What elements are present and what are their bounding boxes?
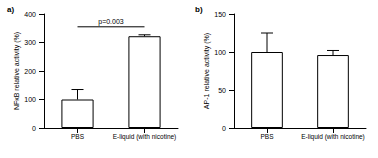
svg-text:b): b): [195, 5, 203, 14]
svg-text:150: 150: [214, 11, 226, 18]
svg-text:E-liquid (with nicotine): E-liquid (with nicotine): [301, 133, 365, 141]
svg-text:PBS: PBS: [260, 133, 274, 140]
svg-text:300: 300: [24, 39, 36, 46]
svg-text:a): a): [7, 5, 14, 14]
svg-text:0: 0: [32, 125, 36, 132]
svg-text:100: 100: [214, 49, 226, 56]
svg-text:NFκB relative activity (%): NFκB relative activity (%): [13, 32, 21, 110]
svg-text:200: 200: [24, 68, 36, 75]
svg-text:50: 50: [218, 87, 226, 94]
svg-text:0: 0: [222, 125, 226, 132]
svg-text:400: 400: [24, 11, 36, 18]
svg-text:PBS: PBS: [71, 133, 85, 140]
svg-text:p=0.003: p=0.003: [98, 18, 124, 26]
svg-text:AP-1 relative activity (%): AP-1 relative activity (%): [203, 33, 211, 109]
svg-text:E-liquid (with nicotine): E-liquid (with nicotine): [113, 133, 177, 141]
svg-text:100: 100: [24, 96, 36, 103]
